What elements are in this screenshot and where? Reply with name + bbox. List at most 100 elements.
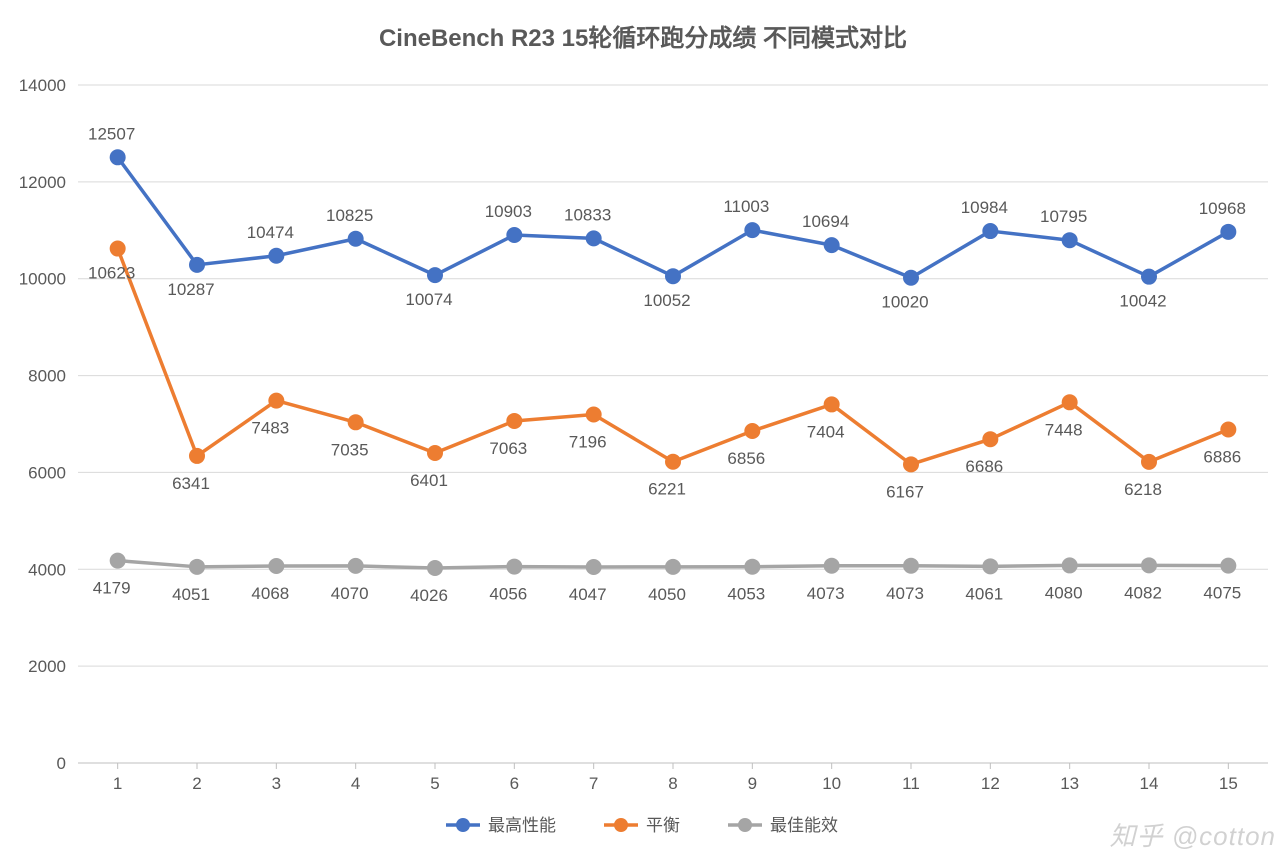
legend-marker: [738, 818, 752, 832]
data-label: 4061: [965, 584, 1003, 603]
data-marker: [744, 423, 760, 439]
data-marker: [427, 560, 443, 576]
data-marker: [348, 558, 364, 574]
data-marker: [1220, 224, 1236, 240]
data-label: 6341: [172, 474, 210, 493]
data-marker: [1062, 557, 1078, 573]
data-label: 4073: [886, 584, 924, 603]
data-marker: [268, 558, 284, 574]
data-label: 4053: [727, 585, 765, 604]
data-marker: [903, 558, 919, 574]
data-marker: [1220, 558, 1236, 574]
data-label: 10287: [167, 280, 214, 299]
data-label: 4050: [648, 585, 686, 604]
x-tick-label: 4: [351, 774, 360, 793]
data-label: 10903: [485, 202, 532, 221]
data-label: 10968: [1199, 199, 1246, 218]
legend-label: 最高性能: [488, 816, 556, 835]
data-label: 6218: [1124, 480, 1162, 499]
data-label: 7483: [251, 419, 289, 438]
data-label: 10020: [881, 293, 928, 312]
legend-marker: [456, 818, 470, 832]
data-marker: [506, 227, 522, 243]
x-tick-label: 2: [192, 774, 201, 793]
data-label: 4026: [410, 586, 448, 605]
y-tick-label: 0: [57, 754, 66, 773]
data-label: 10474: [247, 223, 294, 242]
data-marker: [903, 456, 919, 472]
data-label: 4075: [1203, 584, 1241, 603]
data-marker: [824, 558, 840, 574]
data-marker: [427, 267, 443, 283]
data-marker: [1141, 454, 1157, 470]
x-tick-label: 7: [589, 774, 598, 793]
chart-title: CineBench R23 15轮循环跑分成绩 不同模式对比: [379, 24, 907, 52]
data-marker: [824, 396, 840, 412]
data-marker: [586, 407, 602, 423]
data-label: 7035: [331, 440, 369, 459]
data-marker: [506, 413, 522, 429]
data-marker: [903, 270, 919, 286]
data-label: 11003: [723, 197, 769, 216]
data-label: 10694: [802, 212, 849, 231]
data-label: 4051: [172, 585, 210, 604]
data-marker: [1141, 269, 1157, 285]
data-label: 12507: [88, 124, 135, 143]
data-label: 4073: [807, 584, 845, 603]
legend-marker: [614, 818, 628, 832]
data-marker: [110, 553, 126, 569]
x-tick-label: 6: [510, 774, 519, 793]
data-marker: [348, 231, 364, 247]
x-tick-label: 8: [668, 774, 677, 793]
data-label: 4068: [251, 584, 289, 603]
data-label: 4047: [569, 585, 607, 604]
data-marker: [268, 248, 284, 264]
chart-container: 0200040006000800010000120001400012345678…: [0, 0, 1286, 859]
x-tick-label: 11: [902, 774, 920, 793]
data-label: 6686: [965, 457, 1003, 476]
data-marker: [982, 223, 998, 239]
data-label: 10042: [1119, 292, 1166, 311]
data-marker: [189, 559, 205, 575]
data-label: 7196: [569, 433, 607, 452]
data-label: 4179: [93, 579, 131, 598]
data-label: 7404: [807, 422, 845, 441]
legend-label: 最佳能效: [770, 816, 838, 835]
data-marker: [982, 431, 998, 447]
y-tick-label: 12000: [19, 173, 66, 192]
x-tick-label: 13: [1060, 774, 1079, 793]
data-marker: [110, 241, 126, 257]
y-tick-label: 8000: [28, 367, 66, 386]
data-marker: [1062, 232, 1078, 248]
data-marker: [744, 222, 760, 238]
line-chart: 0200040006000800010000120001400012345678…: [0, 0, 1286, 859]
data-label: 4070: [331, 584, 369, 603]
x-tick-label: 9: [748, 774, 757, 793]
data-label: 6401: [410, 471, 448, 490]
data-marker: [506, 559, 522, 575]
data-label: 10623: [88, 264, 135, 283]
data-marker: [665, 454, 681, 470]
data-marker: [665, 268, 681, 284]
data-label: 7063: [489, 439, 527, 458]
data-label: 6886: [1203, 448, 1241, 467]
data-label: 10984: [961, 198, 1008, 217]
data-label: 10795: [1040, 207, 1087, 226]
data-marker: [1220, 422, 1236, 438]
data-marker: [348, 414, 364, 430]
y-tick-label: 6000: [28, 463, 66, 482]
data-marker: [586, 559, 602, 575]
data-marker: [110, 149, 126, 165]
data-label: 10833: [564, 205, 611, 224]
data-label: 10825: [326, 206, 373, 225]
legend-label: 平衡: [646, 816, 680, 835]
data-marker: [586, 230, 602, 246]
x-tick-label: 14: [1140, 774, 1159, 793]
data-marker: [1062, 394, 1078, 410]
data-marker: [982, 558, 998, 574]
y-tick-label: 4000: [28, 560, 66, 579]
data-label: 4080: [1045, 583, 1083, 602]
data-label: 10052: [643, 291, 690, 310]
data-marker: [744, 559, 760, 575]
data-label: 6856: [727, 449, 765, 468]
